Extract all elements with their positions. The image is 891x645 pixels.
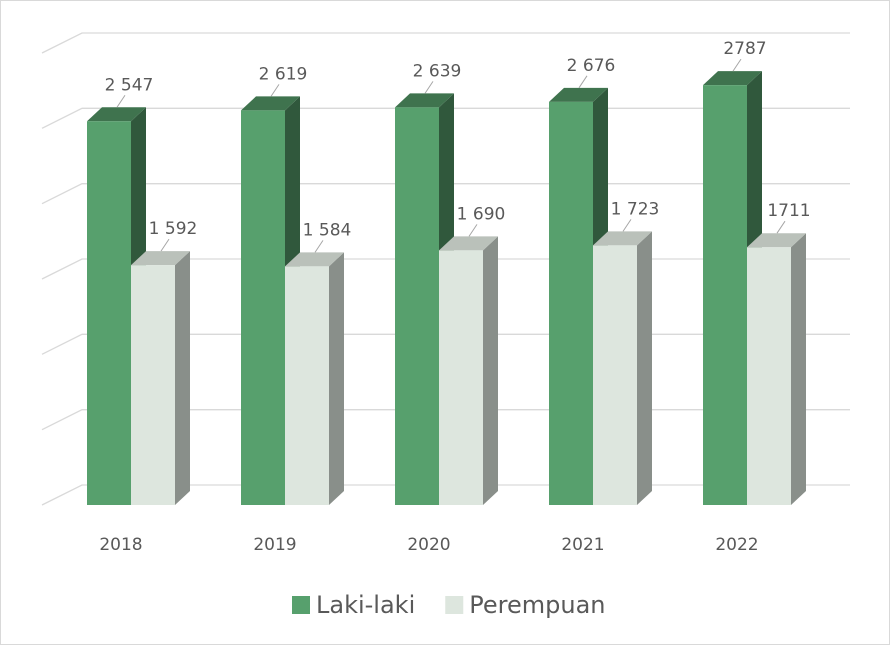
leader-line — [116, 94, 126, 108]
bar-front — [549, 101, 593, 505]
bar — [131, 251, 190, 505]
bar-top — [439, 236, 498, 251]
data-label: 2 676 — [567, 56, 616, 76]
bar-front — [703, 85, 747, 505]
grid-line — [41, 32, 850, 54]
leader-line — [732, 58, 742, 72]
data-label: 2 619 — [259, 64, 308, 84]
bar-side — [329, 252, 344, 505]
bar-top — [593, 231, 652, 246]
leader-line — [160, 238, 170, 252]
data-label: 2 639 — [413, 61, 462, 81]
bar-front — [395, 107, 439, 506]
legend-swatch — [292, 596, 310, 614]
bar-top — [87, 107, 146, 122]
leader-line — [424, 81, 434, 94]
bar-front — [285, 266, 329, 505]
bar-top — [285, 252, 344, 267]
x-tick-label: 2018 — [99, 535, 142, 555]
leader-line — [622, 219, 632, 232]
data-label: 1 690 — [457, 204, 506, 224]
data-label: 1 584 — [303, 220, 352, 240]
bar-front — [439, 250, 483, 505]
leader-line — [468, 224, 478, 237]
leader-line — [270, 84, 280, 97]
bar-top — [241, 96, 300, 111]
bar-top — [549, 87, 608, 102]
bar-front — [131, 265, 175, 505]
bar-side — [175, 251, 190, 505]
bar-top — [395, 93, 454, 108]
bar — [285, 252, 344, 505]
legend-swatch — [445, 596, 464, 614]
bar-front — [593, 245, 637, 505]
bar — [747, 233, 806, 505]
bar-front — [87, 121, 131, 505]
bar-side — [483, 236, 498, 505]
legend-label: Laki-laki — [316, 591, 415, 619]
bar-top — [747, 233, 806, 248]
x-tick-label: 2021 — [561, 535, 604, 555]
x-tick-label: 2022 — [715, 535, 758, 555]
bar-side — [637, 231, 652, 505]
data-label: 2787 — [723, 39, 766, 59]
leader-line — [314, 240, 324, 253]
leader-line — [578, 75, 588, 89]
bar-top — [131, 251, 190, 266]
bar-top — [703, 71, 762, 86]
bar — [439, 236, 498, 505]
data-label: 1 723 — [611, 199, 660, 219]
data-label: 2 547 — [105, 75, 154, 95]
x-tick-label: 2019 — [253, 535, 296, 555]
bar-front — [747, 247, 791, 505]
bar-side — [791, 233, 806, 505]
data-label: 1 592 — [149, 219, 198, 239]
data-label: 1711 — [767, 201, 810, 221]
bar — [593, 231, 652, 505]
bar-front — [241, 110, 285, 506]
x-tick-label: 2020 — [407, 535, 450, 555]
legend-label: Perempuan — [469, 591, 605, 619]
leader-line — [776, 220, 786, 234]
